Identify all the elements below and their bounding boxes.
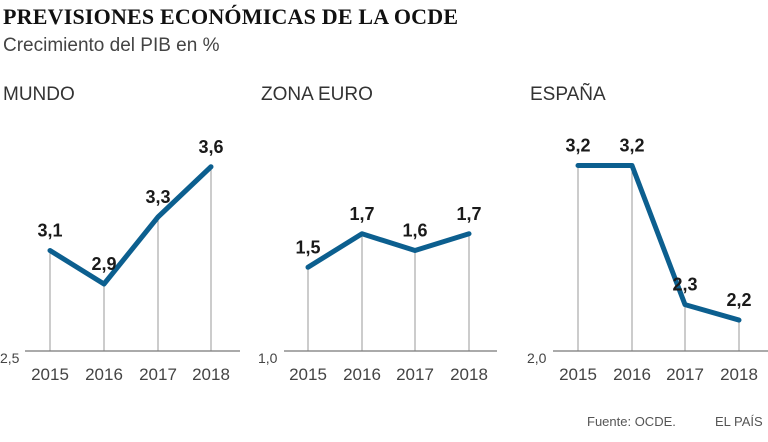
x-tick-label-2015: 2015 [31,365,69,384]
data-label-2017: 3,3 [145,187,170,207]
data-label-2018: 2,2 [726,290,751,310]
data-label-2018: 1,7 [456,204,481,224]
y-axis-min-label: 2,5 [0,350,20,366]
data-label-2018: 3,6 [198,137,223,157]
series-line [305,231,472,270]
x-tick-label-2015: 2015 [559,365,597,384]
chart-subtitle: Crecimiento del PIB en % [3,35,220,56]
data-label-2017: 1,6 [402,221,427,241]
x-tick-label-2016: 2016 [85,365,123,384]
data-label-2015: 3,1 [37,221,62,241]
x-tick-label-2018: 2018 [450,365,488,384]
data-label-2016: 3,2 [619,135,644,155]
data-label-2017: 2,3 [672,275,697,295]
data-label-2015: 3,2 [565,135,590,155]
y-axis-min-label: 2,0 [527,350,547,366]
x-tick-label-2016: 2016 [613,365,651,384]
source-note: Fuente: OCDE. [587,414,676,429]
data-label-2016: 1,7 [349,204,374,224]
publisher-brand: EL PAÍS [715,414,763,429]
panel-title-mundo: MUNDO [3,84,75,105]
y-axis-min-label: 1,0 [258,350,278,366]
data-label-2015: 1,5 [295,237,320,257]
x-tick-label-2018: 2018 [192,365,230,384]
x-tick-label-2017: 2017 [666,365,704,384]
series-line [47,164,214,287]
panel-title-zona-euro: ZONA EURO [261,84,373,105]
x-tick-label-2018: 2018 [720,365,758,384]
x-tick-label-2017: 2017 [139,365,177,384]
data-label-2016: 2,9 [91,254,116,274]
panel-title-espana: ESPAÑA [530,84,606,105]
x-tick-label-2017: 2017 [396,365,434,384]
chart-title: PREVISIONES ECONÓMICAS DE LA OCDE [3,4,459,29]
series-line [575,162,742,323]
x-tick-label-2016: 2016 [343,365,381,384]
x-tick-label-2015: 2015 [289,365,327,384]
